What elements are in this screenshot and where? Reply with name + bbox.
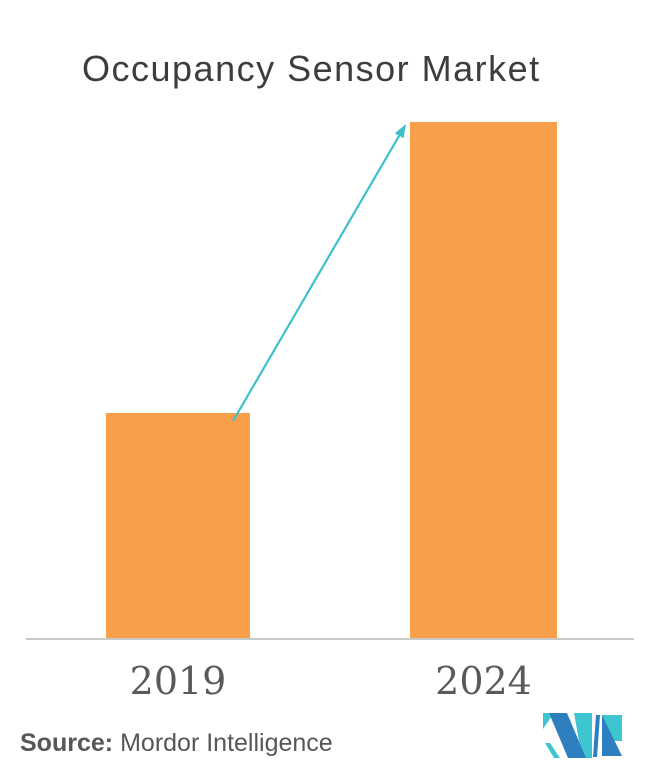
- bar-2024: [410, 122, 557, 639]
- logo-teal-sliver: [545, 743, 560, 758]
- source-caption: Source: Mordor Intelligence: [20, 729, 333, 758]
- x-label-2024: 2024: [435, 659, 532, 703]
- x-label-2019: 2019: [129, 659, 227, 703]
- logo-blue-triangle: [602, 715, 622, 756]
- source-label: Source:: [20, 729, 114, 757]
- chart-title: Occupancy Sensor Market: [82, 48, 541, 89]
- logo-teal-band: [574, 713, 592, 758]
- mordor-intelligence-logo: [543, 713, 622, 758]
- x-axis-line: [26, 638, 634, 640]
- logo-blue-band: [549, 713, 586, 758]
- bar-2019: [106, 413, 250, 639]
- logo-blue-thin-bar: [593, 715, 600, 757]
- source-text: Mordor Intelligence: [120, 729, 333, 757]
